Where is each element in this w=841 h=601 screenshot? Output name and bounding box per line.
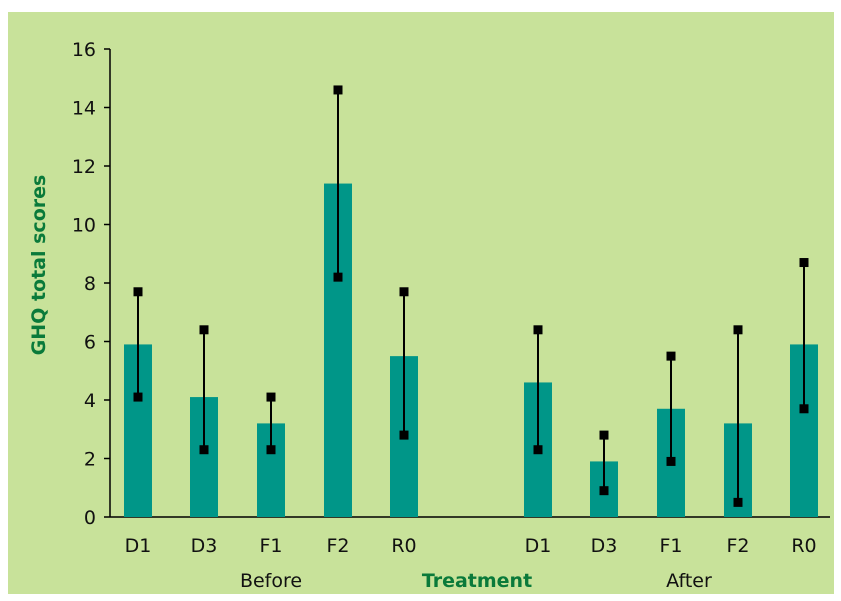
x-tick-label: R0 [791, 535, 816, 557]
error-bar-cap-high [666, 351, 676, 361]
category-labels: D1 D3 F1 F2 R0 D1 D3 F1 F2 R0 [125, 535, 817, 557]
x-tick-label: F2 [726, 535, 749, 557]
y-tick-label: 0 [84, 507, 96, 529]
error-bar-cap-high [199, 325, 209, 335]
y-tick-label: 12 [72, 156, 96, 178]
error-bar-cap-low [733, 497, 743, 507]
y-tick-label: 10 [72, 215, 96, 237]
error-bar-cap-high [599, 430, 609, 440]
bars [124, 183, 818, 518]
error-bar-cap-low [599, 486, 609, 496]
error-bar-cap-low [133, 392, 143, 402]
x-tick-label: D1 [125, 535, 152, 557]
y-tick-label: 2 [84, 449, 96, 471]
x-tick-label: F2 [326, 535, 349, 557]
x-tick-label: F1 [659, 535, 682, 557]
y-tick-label: 16 [72, 39, 96, 61]
x-tick-label: D3 [591, 535, 618, 557]
error-bar-cap-high [733, 325, 743, 335]
error-bar-cap-low [266, 445, 276, 455]
y-tick-label: 4 [84, 390, 96, 412]
group-label-after: After [666, 570, 712, 592]
x-tick-label: D3 [191, 535, 218, 557]
error-bar-cap-high [399, 287, 409, 297]
y-tick-label: 8 [84, 273, 96, 295]
error-bars [133, 85, 809, 507]
error-bar-cap-high [799, 258, 809, 268]
error-bar-cap-low [333, 272, 343, 282]
error-bar-cap-high [266, 392, 276, 402]
y-axis-title: GHQ total scores [28, 175, 50, 356]
x-tick-label: F1 [259, 535, 282, 557]
error-bar-cap-low [666, 456, 676, 466]
y-tick-label: 14 [72, 98, 96, 120]
chart-panel: 0 2 4 6 8 10 12 14 16 D1 D3 F1 F2 R0 D1 D3 F1 F2 R0 GHQ t… [8, 12, 834, 594]
y-tick-label: 6 [84, 332, 96, 354]
error-bar-cap-low [799, 404, 809, 414]
group-label-before: Before [240, 570, 302, 592]
error-bar-cap-low [199, 445, 209, 455]
error-bar-cap-high [333, 85, 343, 95]
error-bar-cap-low [399, 430, 409, 440]
error-bar-cap-low [533, 445, 543, 455]
x-axis-title: Treatment [422, 570, 532, 592]
error-bar-cap-high [533, 325, 543, 335]
error-bar-cap-high [133, 287, 143, 297]
bar-chart: 0 2 4 6 8 10 12 14 16 D1 D3 F1 F2 R0 D1 D3 F1 F2 R0 GHQ t… [28, 39, 830, 592]
x-tick-label: D1 [525, 535, 552, 557]
x-tick-label: R0 [391, 535, 416, 557]
y-axis: 0 2 4 6 8 10 12 14 16 [72, 39, 111, 529]
